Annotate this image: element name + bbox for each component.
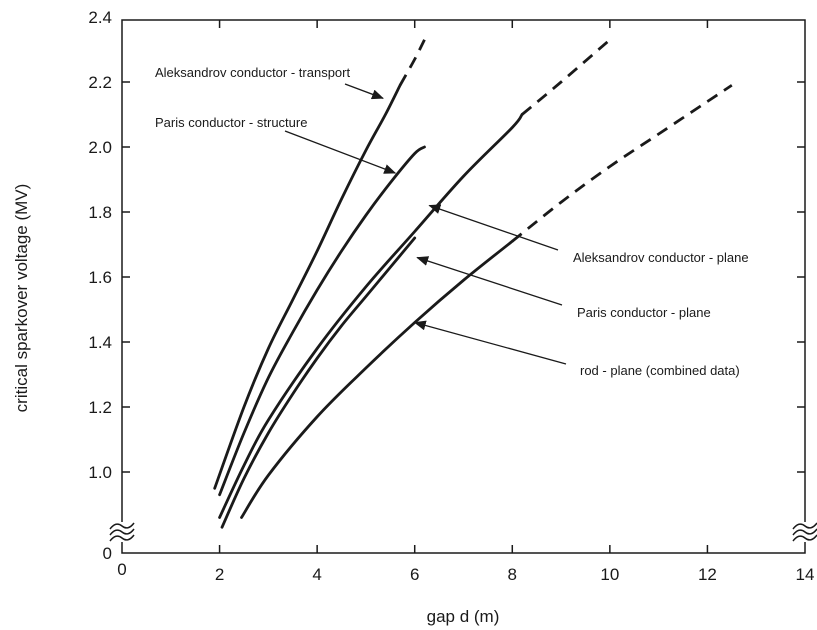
series-3 <box>220 236 417 529</box>
series-solid-line <box>220 236 417 529</box>
y-tick-label: 2.2 <box>88 73 112 92</box>
series-dashed-line <box>521 38 611 116</box>
annotation-label: Aleksandrov conductor - plane <box>573 250 749 265</box>
x-tick-label: 0 <box>117 560 126 579</box>
series-dashed-line <box>511 84 733 243</box>
series-4 <box>240 84 733 519</box>
x-tick-label: 2 <box>215 565 224 584</box>
y-tick-label: 1.0 <box>88 463 112 482</box>
plot-frame <box>121 19 806 554</box>
series-0 <box>213 39 426 490</box>
x-tick-label: 8 <box>508 565 517 584</box>
y-tick-label: 1.8 <box>88 203 112 222</box>
series-solid-line <box>218 145 426 497</box>
y-tick-label: 1.4 <box>88 333 112 352</box>
annotation-label: Paris conductor - plane <box>577 305 711 320</box>
series-solid-line <box>218 113 524 519</box>
x-tick-label: 4 <box>312 565 321 584</box>
axis-ticks: 0 2 4 6 8 10 12 14 0 1.0 1.2 1.4 1.6 1.8 2.0 2.2 2.4 <box>88 8 814 584</box>
series-2 <box>218 38 611 519</box>
x-tick-label: 12 <box>698 565 717 584</box>
annotation-label: rod - plane (combined data) <box>580 363 740 378</box>
series-1 <box>218 145 426 497</box>
annotation-arrow <box>416 256 563 306</box>
axis-breaks <box>108 522 817 542</box>
x-tick-label: 14 <box>796 565 815 584</box>
annotations: Aleksandrov conductor - transport Paris c… <box>155 65 749 378</box>
series-solid-line <box>213 83 402 490</box>
annotation-arrow <box>284 130 397 174</box>
y-tick-label: 2.0 <box>88 138 112 157</box>
y-tick-label: 1.2 <box>88 398 112 417</box>
series-dashed-line <box>398 39 426 86</box>
y-axis-title: critical sparkover voltage (MV) <box>12 184 31 413</box>
annotation-arrow <box>344 83 384 100</box>
x-tick-label: 6 <box>410 565 419 584</box>
y-tick-label: 2.4 <box>88 8 112 27</box>
annotation-label: Paris conductor - structure <box>155 115 307 130</box>
y-axis-break-left <box>108 522 136 542</box>
y-axis-break-right <box>791 522 817 542</box>
y-tick-label: 0 <box>103 544 112 563</box>
annotation-label: Aleksandrov conductor - transport <box>155 65 350 80</box>
curves <box>213 38 733 529</box>
y-tick-label: 1.6 <box>88 268 112 287</box>
series-solid-line <box>240 239 514 519</box>
annotation-arrow <box>413 320 567 365</box>
x-tick-label: 10 <box>600 565 619 584</box>
x-axis-title: gap d (m) <box>427 607 500 626</box>
annotation-arrow <box>428 204 559 251</box>
